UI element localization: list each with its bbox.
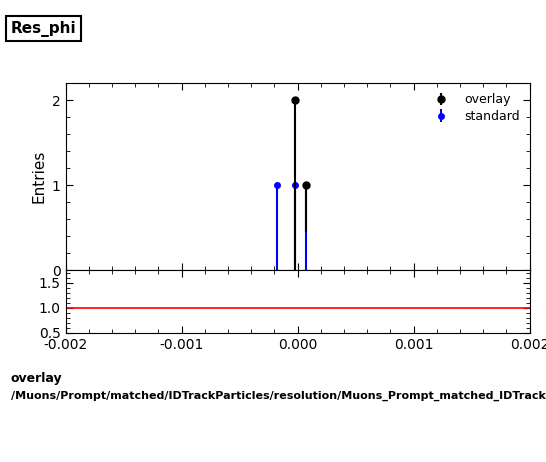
Text: Res_phi: Res_phi — [11, 21, 76, 37]
Text: /Muons/Prompt/matched/IDTrackParticles/resolution/Muons_Prompt_matched_IDTrack: /Muons/Prompt/matched/IDTrackParticles/r… — [11, 390, 546, 401]
Y-axis label: Entries: Entries — [31, 150, 46, 203]
Legend: overlay, standard: overlay, standard — [425, 90, 524, 127]
Text: overlay: overlay — [11, 372, 63, 385]
